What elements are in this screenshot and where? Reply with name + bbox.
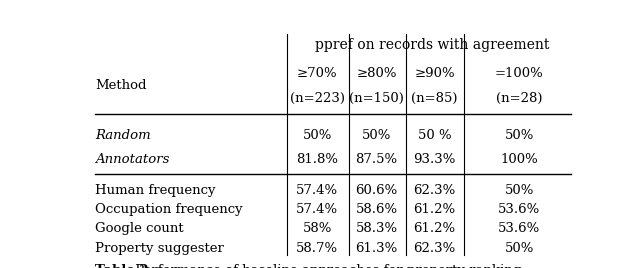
Text: 50%: 50% (505, 184, 534, 196)
Text: 50%: 50% (505, 129, 534, 142)
Text: 50%: 50% (362, 129, 391, 142)
Text: Table 2.: Table 2. (95, 264, 153, 268)
Text: (n=28): (n=28) (496, 92, 543, 105)
Text: 58.7%: 58.7% (296, 242, 338, 255)
Text: 100%: 100% (500, 152, 538, 166)
Text: (n=150): (n=150) (349, 92, 404, 105)
Text: 62.3%: 62.3% (413, 184, 456, 196)
Text: Annotators: Annotators (95, 152, 169, 166)
Text: ≥70%: ≥70% (297, 67, 337, 80)
Text: Method: Method (95, 79, 147, 92)
Text: 53.6%: 53.6% (499, 203, 541, 216)
Text: (n=223): (n=223) (289, 92, 344, 105)
Text: 58%: 58% (303, 222, 332, 235)
Text: 87.5%: 87.5% (356, 152, 397, 166)
Text: 61.3%: 61.3% (355, 242, 397, 255)
Text: 57.4%: 57.4% (296, 184, 338, 196)
Text: 58.3%: 58.3% (356, 222, 397, 235)
Text: (n=85): (n=85) (412, 92, 458, 105)
Text: Occupation frequency: Occupation frequency (95, 203, 243, 216)
Text: 57.4%: 57.4% (296, 203, 338, 216)
Text: ppref on records with agreement: ppref on records with agreement (315, 38, 549, 51)
Text: Human frequency: Human frequency (95, 184, 216, 196)
Text: 58.6%: 58.6% (356, 203, 397, 216)
Text: Google count: Google count (95, 222, 184, 235)
Text: Property suggester: Property suggester (95, 242, 224, 255)
Text: =100%: =100% (495, 67, 544, 80)
Text: 62.3%: 62.3% (413, 242, 456, 255)
Text: 50%: 50% (303, 129, 332, 142)
Text: 81.8%: 81.8% (296, 152, 338, 166)
Text: 50%: 50% (505, 242, 534, 255)
Text: 61.2%: 61.2% (413, 222, 456, 235)
Text: 61.2%: 61.2% (413, 203, 456, 216)
Text: 50 %: 50 % (418, 129, 451, 142)
Text: Random: Random (95, 129, 150, 142)
Text: 93.3%: 93.3% (413, 152, 456, 166)
Text: Performance of baseline approaches for property ranking.: Performance of baseline approaches for p… (131, 264, 525, 268)
Text: ≥80%: ≥80% (356, 67, 397, 80)
Text: 53.6%: 53.6% (499, 222, 541, 235)
Text: 60.6%: 60.6% (355, 184, 397, 196)
Text: ≥90%: ≥90% (414, 67, 455, 80)
